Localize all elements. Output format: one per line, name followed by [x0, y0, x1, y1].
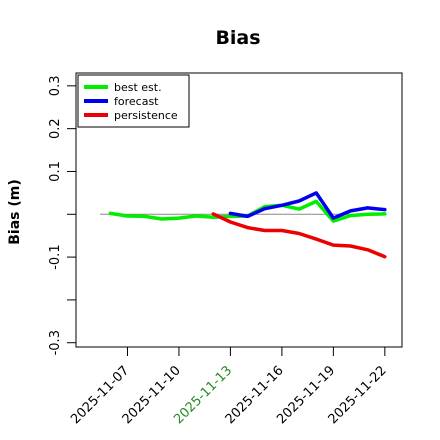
legend-label: forecast: [114, 95, 159, 108]
chart-title: Bias: [215, 27, 260, 49]
y-tick-label: 0.1: [48, 161, 63, 182]
series-line-forecast: [228, 191, 387, 220]
y-tick-label: 0.3: [48, 76, 63, 97]
series-line-persistence: [211, 212, 387, 259]
y-axis-label: Bias (m): [7, 179, 23, 245]
y-tick-label: -0.3: [48, 330, 63, 355]
y-tick-label: -0.1: [48, 244, 63, 269]
legend-label: best est.: [114, 81, 162, 94]
legend-label: persistence: [114, 109, 178, 122]
plot-frame: [75, 72, 403, 348]
y-tick-label: 0.2: [48, 118, 63, 139]
